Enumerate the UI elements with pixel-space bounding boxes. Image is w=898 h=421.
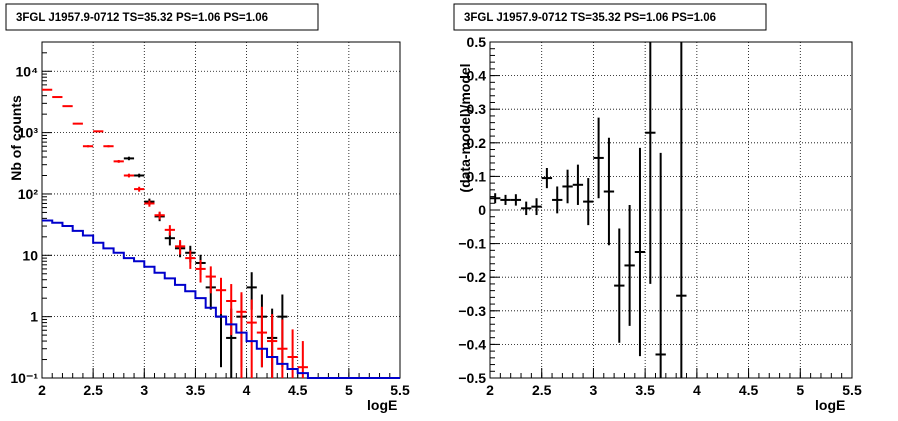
x-tick-label: 4.5 xyxy=(288,382,308,398)
x-tick-label: 3 xyxy=(140,382,148,398)
y-tick-label: 0.3 xyxy=(467,101,487,117)
x-tick-label: 5 xyxy=(345,382,353,398)
x-axis-label: logE xyxy=(367,397,397,413)
y-tick-label: 10³ xyxy=(18,125,39,141)
title-box xyxy=(453,3,767,31)
x-tick-label: 2.5 xyxy=(532,382,552,398)
y-tick-label: 10⁴ xyxy=(16,63,39,79)
x-tick-label: 4.5 xyxy=(739,382,759,398)
x-axis-label: logE xyxy=(815,397,845,413)
x-tick-label: 3.5 xyxy=(186,382,206,398)
y-tick-label: −0.2 xyxy=(458,269,486,285)
y-tick-label: 1 xyxy=(30,309,38,325)
x-tick-label: 3.5 xyxy=(635,382,655,398)
counts-panel: 3FGL J1957.9-0712 TS=35.32 PS=1.06 PS=1.… xyxy=(5,3,410,413)
x-tick-label: 4 xyxy=(243,382,251,398)
y-tick-label: 0.2 xyxy=(467,135,487,151)
y-tick-label: −0.3 xyxy=(458,303,486,319)
y-tick-label: 0.1 xyxy=(467,168,487,184)
x-tick-label: 2 xyxy=(38,382,46,398)
y-tick-label: 10⁻¹ xyxy=(10,370,38,386)
y-tick-label: 0.5 xyxy=(467,34,487,50)
y-tick-label: −0.4 xyxy=(458,336,486,352)
y-tick-label: −0.5 xyxy=(458,370,486,386)
model-step-line xyxy=(42,219,400,379)
plot-frame xyxy=(41,41,401,379)
y-axis-label: (data-model)/model xyxy=(457,63,473,192)
x-tick-label: 5.5 xyxy=(842,382,862,398)
x-tick-label: 3 xyxy=(590,382,598,398)
x-tick-label: 2 xyxy=(486,382,494,398)
x-tick-label: 2.5 xyxy=(83,382,103,398)
chart-title: 3FGL J1957.9-0712 TS=35.32 PS=1.06 PS=1.… xyxy=(16,12,268,24)
x-tick-label: 5 xyxy=(796,382,804,398)
y-axis-label: Nb of counts xyxy=(8,95,24,181)
y-tick-label: 0 xyxy=(478,202,486,218)
chart-title: 3FGL J1957.9-0712 TS=35.32 PS=1.06 PS=1.… xyxy=(464,12,716,24)
residual-panel: 3FGL J1957.9-0712 TS=35.32 PS=1.06 PS=1.… xyxy=(453,3,862,413)
x-tick-label: 4 xyxy=(693,382,701,398)
y-tick-label: 10² xyxy=(18,186,39,202)
y-tick-label: −0.1 xyxy=(458,236,486,252)
y-tick-label: 0.4 xyxy=(467,68,487,84)
y-tick-label: 10 xyxy=(22,247,38,263)
title-box xyxy=(5,3,319,31)
x-tick-label: 5.5 xyxy=(390,382,410,398)
